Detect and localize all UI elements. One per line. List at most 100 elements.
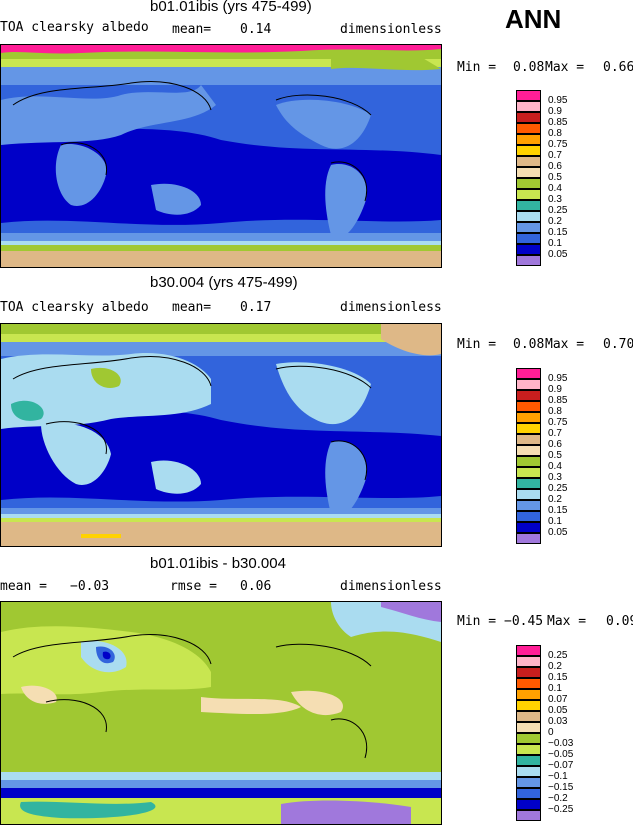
legend-row: 0.9 xyxy=(516,101,576,117)
legend-level-label: 0.75 xyxy=(548,417,568,428)
legend-row xyxy=(516,810,576,821)
legend-row: 0.1 xyxy=(516,511,576,527)
legend-row: 0.6 xyxy=(516,156,576,172)
legend-swatch xyxy=(516,145,541,156)
panel-3-units: dimensionless xyxy=(340,579,442,594)
legend-row: −0.05 xyxy=(516,744,576,760)
legend-level-label: 0.9 xyxy=(548,384,562,395)
legend-swatch xyxy=(516,390,541,401)
panel-2-map xyxy=(0,323,442,547)
legend-row: 0.1 xyxy=(516,233,576,249)
legend-level-label: 0.95 xyxy=(548,373,568,384)
legend-level-label: 0.3 xyxy=(548,472,562,483)
legend-swatch xyxy=(516,379,541,390)
panel-3-rmse-label: rmse = xyxy=(170,579,217,594)
panel-2-mean-value: 0.17 xyxy=(240,300,272,315)
legend-swatch xyxy=(516,101,541,112)
legend-swatch xyxy=(516,423,541,434)
legend-level-label: 0.3 xyxy=(548,194,562,205)
panel-3-mean-value: −0.03 xyxy=(70,579,110,594)
panel-3-title: b01.01ibis - b30.004 xyxy=(150,555,286,572)
legend-row: 0.7 xyxy=(516,423,576,439)
legend-level-label: 0.2 xyxy=(548,661,562,672)
legend-swatch xyxy=(516,810,541,821)
legend-level-label: −0.05 xyxy=(548,749,574,760)
panel-1-variable: TOA clearsky albedo xyxy=(0,20,149,35)
legend-swatch xyxy=(516,533,541,544)
legend-level-label: 0.1 xyxy=(548,516,562,527)
legend-row: 0.85 xyxy=(516,390,576,406)
legend-swatch xyxy=(516,189,541,200)
legend-level-label: 0.05 xyxy=(548,527,568,538)
legend-row: 0.6 xyxy=(516,434,576,450)
legend-level-label: 0.85 xyxy=(548,395,568,406)
legend-level-label: 0.15 xyxy=(548,227,568,238)
legend-row: 0.07 xyxy=(516,689,576,705)
panel-1-title: b01.01ibis (yrs 475-499) xyxy=(150,0,312,15)
legend-swatch xyxy=(516,667,541,678)
panel-2-max-label: Max = xyxy=(545,337,585,352)
legend-swatch xyxy=(516,112,541,123)
panel-3-max-value: 0.09 xyxy=(606,614,633,629)
legend-swatch xyxy=(516,445,541,456)
panel-3-mean-label: mean = xyxy=(0,579,47,594)
legend-row: 0.85 xyxy=(516,112,576,128)
legend-row: 0.1 xyxy=(516,678,576,694)
legend-level-label: 0.25 xyxy=(548,205,568,216)
legend-row: 0.05 xyxy=(516,522,576,538)
legend-level-label: 0.8 xyxy=(548,406,562,417)
legend-row: 0.9 xyxy=(516,379,576,395)
panel-2-units: dimensionless xyxy=(340,300,442,315)
legend-swatch xyxy=(516,522,541,533)
legend-row: 0.8 xyxy=(516,123,576,139)
legend-row: 0.8 xyxy=(516,401,576,417)
legend-level-label: 0.8 xyxy=(548,128,562,139)
panel-1-max-value: 0.66 xyxy=(603,60,633,75)
legend-row: 0.03 xyxy=(516,711,576,727)
legend-level-label: 0.15 xyxy=(548,672,568,683)
legend-level-label: −0.15 xyxy=(548,782,574,793)
legend-level-label: 0.5 xyxy=(548,172,562,183)
panel-3-map-svg xyxy=(1,602,441,824)
legend-swatch xyxy=(516,134,541,145)
legend-swatch xyxy=(516,500,541,511)
legend-row: 0.3 xyxy=(516,189,576,205)
legend-swatch xyxy=(516,456,541,467)
legend-swatch xyxy=(516,478,541,489)
legend-level-label: 0.05 xyxy=(548,705,568,716)
legend-swatch xyxy=(516,511,541,522)
legend-row: 0.25 xyxy=(516,478,576,494)
legend-row: −0.2 xyxy=(516,788,576,804)
legend-swatch xyxy=(516,200,541,211)
legend-swatch xyxy=(516,90,541,101)
legend-swatch xyxy=(516,777,541,788)
legend-row: 0.3 xyxy=(516,467,576,483)
panel-2-title: b30.004 (yrs 475-499) xyxy=(150,274,298,291)
panel-2-min-value: 0.08 xyxy=(513,337,545,352)
legend-row: 0.4 xyxy=(516,178,576,194)
legend-row xyxy=(516,533,576,544)
legend-level-label: 0.95 xyxy=(548,95,568,106)
legend-row: 0.7 xyxy=(516,145,576,161)
legend-swatch xyxy=(516,755,541,766)
legend-swatch xyxy=(516,401,541,412)
legend-row: 0 xyxy=(516,722,576,738)
legend-level-label: 0.4 xyxy=(548,461,562,472)
legend-row: 0.2 xyxy=(516,656,576,672)
legend-swatch xyxy=(516,766,541,777)
legend-row: 0.5 xyxy=(516,445,576,461)
panel-1-max-label: Max = xyxy=(545,60,585,75)
panel-2-max-value: 0.70 xyxy=(603,337,633,352)
panel-1-mean-value: 0.14 xyxy=(240,22,272,37)
legend-swatch xyxy=(516,255,541,266)
legend-level-label: 0.5 xyxy=(548,450,562,461)
legend-swatch xyxy=(516,788,541,799)
legend-level-label: 0.1 xyxy=(548,683,562,694)
legend-level-label: −0.1 xyxy=(548,771,568,782)
legend-level-label: 0.85 xyxy=(548,117,568,128)
legend-swatch xyxy=(516,233,541,244)
legend-level-label: −0.07 xyxy=(548,760,574,771)
legend-swatch xyxy=(516,656,541,667)
legend-swatch xyxy=(516,222,541,233)
season-label: ANN xyxy=(505,4,562,34)
